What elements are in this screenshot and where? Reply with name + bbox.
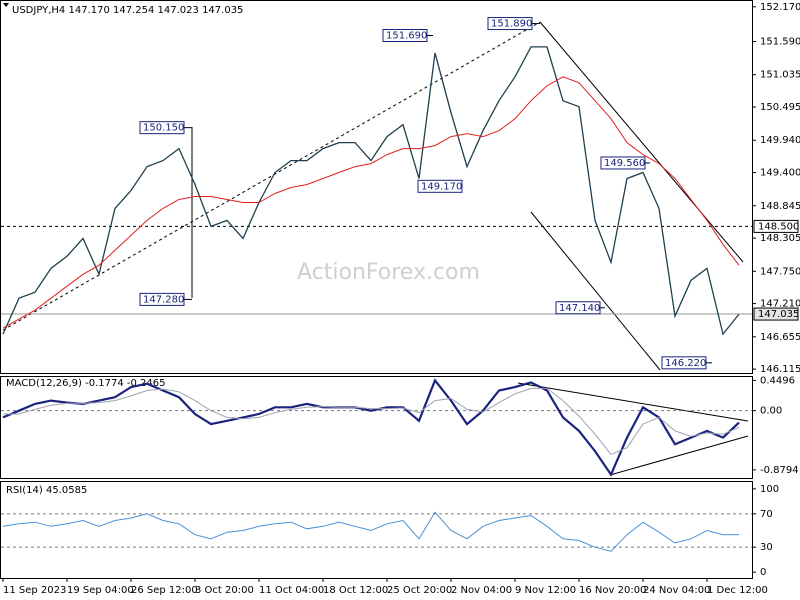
y-tick-label: 148.305: [760, 233, 800, 244]
x-tick-label: 11 Oct 04:00: [259, 585, 324, 596]
x-tick-label: 3 Oct 20:00: [195, 585, 254, 596]
x-tick-label: 1 Dec 12:00: [707, 585, 768, 596]
series-line: [2, 46, 740, 336]
annotation-box: [139, 292, 185, 306]
series-line: [2, 378, 740, 477]
trend-line: [2, 21, 541, 331]
price-panel: [0, 0, 753, 374]
annotation-label: 147.280: [143, 294, 184, 305]
x-tick-label: 19 Sep 04:00: [67, 585, 134, 596]
macd-panel: [0, 376, 753, 479]
x-tick-label: 24 Nov 04:00: [643, 585, 710, 596]
series-line: [2, 76, 740, 329]
series-line: [3, 387, 740, 456]
annotation-box: [600, 156, 646, 170]
y-tick-label: 149.400: [760, 168, 800, 179]
y-tick-label: 147.210: [760, 299, 800, 310]
price-label-box: [753, 219, 799, 233]
x-tick-label: 2 Nov 04:00: [451, 585, 512, 596]
y-tick-label: 146.115: [760, 364, 800, 375]
y-tick-label: 0.00: [760, 406, 782, 417]
rsi-title: RSI(14) 45.0585: [6, 485, 87, 496]
triangle-line: [517, 382, 749, 422]
watermark: ActionForex.com: [297, 260, 480, 285]
annotation-label: 146.220: [665, 358, 706, 369]
y-tick-label: 100: [760, 484, 779, 495]
y-tick-label: 70: [760, 509, 773, 520]
annotation-box: [555, 301, 601, 315]
series-line: [2, 511, 740, 552]
channel-line: [530, 211, 661, 371]
price-label: 147.035: [758, 309, 799, 320]
y-tick-label: 0: [760, 567, 766, 578]
annotation-box: [417, 179, 463, 193]
y-tick-label: -0.8794: [760, 465, 799, 476]
menu-icon: [3, 3, 9, 7]
rsi-panel: [0, 481, 753, 579]
annotation-label: 149.560: [604, 158, 645, 169]
annotation-label: 151.690: [386, 31, 427, 42]
y-tick-label: 151.590: [760, 36, 800, 47]
y-tick-label: 148.845: [760, 201, 800, 212]
annotation-label: 150.150: [143, 123, 184, 134]
triangle-line: [609, 435, 749, 476]
x-tick-label: 16 Nov 20:00: [579, 585, 646, 596]
y-tick-label: 146.655: [760, 332, 800, 343]
x-tick-label: 9 Nov 12:00: [515, 585, 576, 596]
y-tick-label: 147.750: [760, 266, 800, 277]
x-tick-label: 18 Oct 12:00: [323, 585, 388, 596]
annotation-box: [139, 121, 185, 135]
price-label: 148.500: [758, 221, 799, 232]
price-label-box: [753, 307, 799, 321]
annotation-label: 147.140: [559, 303, 600, 314]
y-tick-label: 30: [760, 542, 773, 553]
annotation-box: [382, 29, 428, 43]
price-title: USDJPY,H4 147.170 147.254 147.023 147.03…: [12, 5, 243, 16]
channel-line: [539, 21, 744, 263]
annotation-label: 149.170: [421, 181, 462, 192]
y-tick-label: 149.940: [760, 135, 800, 146]
y-tick-label: 151.035: [760, 70, 800, 81]
y-tick-label: 0.4496: [760, 375, 795, 386]
annotation-label: 151.890: [491, 19, 532, 30]
y-tick-label: 152.170: [760, 2, 800, 13]
y-tick-label: 150.495: [760, 102, 800, 113]
annotation-box: [487, 17, 533, 31]
x-tick-label: 25 Oct 20:00: [387, 585, 452, 596]
x-tick-label: 11 Sep 2023: [3, 585, 66, 596]
macd-title: MACD(12,26,9) -0.1774 -0.2465: [6, 378, 166, 389]
x-tick-label: 26 Sep 12:00: [131, 585, 198, 596]
annotation-box: [661, 356, 707, 370]
